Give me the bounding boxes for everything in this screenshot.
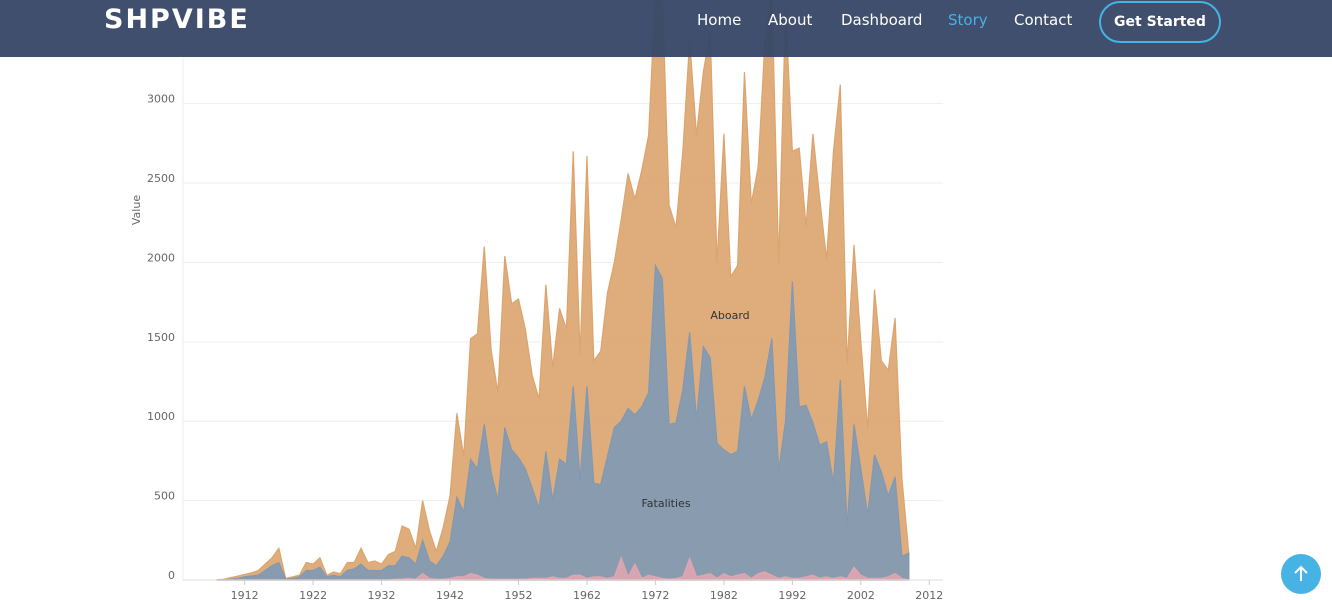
- get-started-button[interactable]: Get Started: [1099, 1, 1221, 43]
- nav-link[interactable]: About: [768, 11, 813, 29]
- brand[interactable]: SHPVIBE: [104, 4, 250, 35]
- x-tick-label: 1912: [231, 589, 259, 600]
- x-tick-label: 1922: [299, 589, 327, 600]
- y-tick-label: 2500: [147, 172, 175, 185]
- nav-link[interactable]: Home: [697, 11, 742, 29]
- y-tick-label: 500: [154, 490, 175, 503]
- area-label: Aboard: [710, 309, 749, 322]
- x-tick-label: 1972: [641, 589, 669, 600]
- area: [216, 263, 910, 581]
- nav-link[interactable]: Contact: [1014, 11, 1073, 29]
- arrow-icon: [1294, 565, 1308, 581]
- navbar: SHPVIBE Get Started Home About Dashboard St…: [0, 0, 1332, 57]
- x-tick-label: 1962: [573, 589, 601, 600]
- y-axis-label: Value: [130, 195, 143, 225]
- back-to-top[interactable]: [1281, 554, 1321, 594]
- nav-link[interactable]: Story: [948, 11, 988, 29]
- y-tick-label: 0: [168, 569, 175, 582]
- x-tick-label: 1952: [504, 589, 532, 600]
- x-tick-label: 1992: [778, 589, 806, 600]
- y-tick-label: 2000: [147, 251, 175, 264]
- x-tick-label: 1932: [368, 589, 396, 600]
- x-tick-label: 1982: [710, 589, 738, 600]
- y-tick-label: 1000: [147, 410, 175, 423]
- y-tick-label: 3000: [147, 93, 175, 106]
- x-tick-label: 1942: [436, 589, 464, 600]
- area-label: Fatalities: [641, 497, 690, 510]
- x-tick-label: 2012: [915, 589, 943, 600]
- area: [216, 0, 910, 581]
- nav-link[interactable]: Dashboard: [841, 11, 923, 29]
- y-tick-label: 1500: [147, 331, 175, 344]
- x-tick-label: 2002: [847, 589, 875, 600]
